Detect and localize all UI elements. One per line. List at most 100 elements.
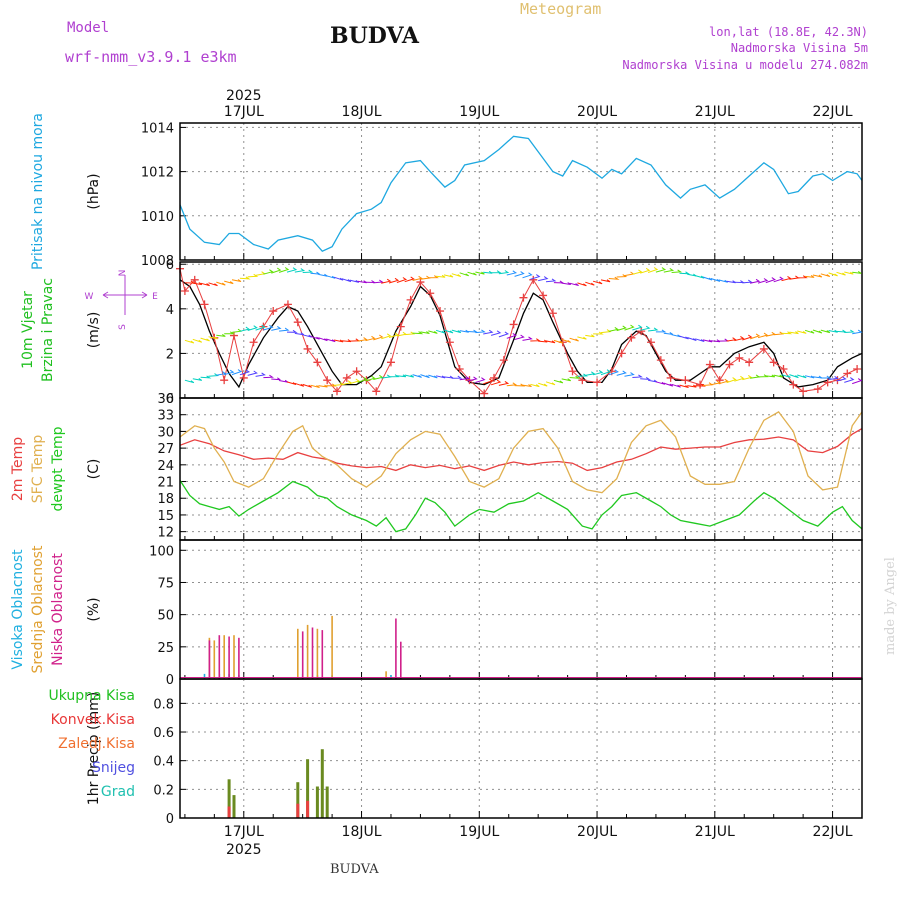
wind-speed-marker xyxy=(249,338,258,347)
bar-cloud-2 xyxy=(218,635,221,679)
wind-arrow xyxy=(695,275,705,279)
wind-arrow xyxy=(208,373,220,377)
wind-speed-marker xyxy=(480,389,489,398)
wind-speed-marker xyxy=(529,275,538,284)
wind-arrow xyxy=(710,339,721,343)
wind-arrow xyxy=(436,274,446,278)
wind-arrow xyxy=(592,280,603,285)
wind-arrow xyxy=(381,278,392,284)
wind-speed-marker xyxy=(627,333,636,342)
wind-arrow xyxy=(475,329,486,334)
wind-arrow xyxy=(428,330,438,334)
compass-rose xyxy=(102,275,148,315)
wind-arrow xyxy=(561,378,571,382)
y-tick-label: 1008 xyxy=(141,254,174,269)
bar-cloud-2 xyxy=(395,618,397,679)
wind-arrow xyxy=(624,324,635,331)
wind-speed-marker xyxy=(823,378,832,387)
wind-arrow xyxy=(718,378,729,385)
wind-speed-marker xyxy=(220,376,229,385)
wind-arrow xyxy=(757,374,769,378)
wind-arrow xyxy=(302,269,314,273)
wind-arrow xyxy=(310,335,320,340)
wind-speed-marker xyxy=(239,373,248,382)
wind-arrow xyxy=(326,338,336,343)
wind-arrow xyxy=(294,268,306,273)
wind-arrow xyxy=(561,282,571,285)
series-line-temperature-0 xyxy=(179,428,863,472)
wind-arrow xyxy=(216,371,227,376)
x-tick-label-top: 19JUL xyxy=(459,104,499,120)
wind-arrow xyxy=(326,383,337,387)
wind-arrow xyxy=(812,274,823,278)
wind-arrow xyxy=(569,337,579,342)
legend-label: 2m Temp xyxy=(10,437,26,501)
wind-arrow xyxy=(742,374,753,381)
wind-arrow xyxy=(616,370,627,376)
wind-arrow xyxy=(569,375,581,379)
series-line-temperature-1 xyxy=(179,411,863,494)
wind-arrow xyxy=(679,384,689,388)
y-axis-label: (C) xyxy=(86,459,102,480)
legend-label: Pritisak na nivou mora xyxy=(30,113,46,270)
wind-speed-marker xyxy=(647,338,656,347)
bar-cloud-2 xyxy=(400,641,402,679)
wind-arrow xyxy=(318,337,328,342)
wind-arrow xyxy=(357,376,368,383)
wind-arrow xyxy=(710,278,721,282)
panel-pressure-frame xyxy=(179,122,863,261)
wind-speed-marker xyxy=(372,387,381,396)
wind-arrow xyxy=(797,330,807,334)
wind-arrow xyxy=(373,279,384,284)
y-tick-label: 4 xyxy=(166,303,174,318)
wind-speed-marker xyxy=(342,373,351,382)
x-tick-label-top: 20JUL xyxy=(577,104,617,120)
wind-speed-marker xyxy=(696,380,705,389)
wind-arrow xyxy=(836,376,847,382)
x-tick-label-bottom: 22JUL xyxy=(813,824,853,840)
wind-arrow xyxy=(279,379,289,383)
wind-arrow xyxy=(483,270,493,274)
wind-arrow xyxy=(600,369,612,376)
wind-speed-marker xyxy=(637,327,646,336)
wind-arrow xyxy=(671,269,683,273)
wind-arrow xyxy=(797,275,808,279)
wind-arrow xyxy=(459,272,469,277)
wind-speed-marker xyxy=(779,365,788,374)
wind-speed-marker xyxy=(509,320,518,329)
wind-arrow xyxy=(263,269,274,275)
y-axis-label: 1hr Precip (mm) xyxy=(86,692,102,805)
bar-precip-0 xyxy=(325,786,329,818)
wind-arrow xyxy=(279,327,290,332)
wind-arrow xyxy=(333,339,344,343)
wind-arrow xyxy=(341,380,353,386)
y-tick-label: 18 xyxy=(157,492,174,507)
wind-arrow xyxy=(286,267,298,273)
bar-cloud-1 xyxy=(331,615,333,679)
wind-arrow xyxy=(247,273,259,278)
bar-precip-0 xyxy=(315,786,319,818)
wind-arrow xyxy=(687,384,697,388)
wind-arrow xyxy=(773,276,784,283)
wind-arrow xyxy=(404,331,416,336)
wind-speed-marker xyxy=(745,358,754,367)
legend-label: Brzina i Pravac xyxy=(40,278,56,382)
wind-speed-marker xyxy=(416,278,425,287)
wind-arrow xyxy=(616,325,627,332)
wind-arrow xyxy=(687,337,697,341)
x-tick-label-bottom: 17JUL xyxy=(224,824,264,840)
wind-arrow xyxy=(263,324,274,331)
wind-arrow xyxy=(388,374,400,378)
wind-arrow xyxy=(663,331,674,335)
wind-arrow xyxy=(671,334,681,338)
y-tick-label: 0 xyxy=(166,812,174,827)
wind-speed-marker xyxy=(229,331,238,340)
wind-speed-marker xyxy=(180,286,189,295)
wind-speed-marker xyxy=(656,356,665,365)
wind-speed-marker xyxy=(490,373,499,382)
legend-label: Konvek.Kisa xyxy=(51,712,135,728)
wind-arrow xyxy=(632,374,643,378)
y-tick-label: 0.6 xyxy=(153,726,174,741)
bar-cloud-1 xyxy=(306,624,309,679)
wind-arrow xyxy=(640,376,652,381)
